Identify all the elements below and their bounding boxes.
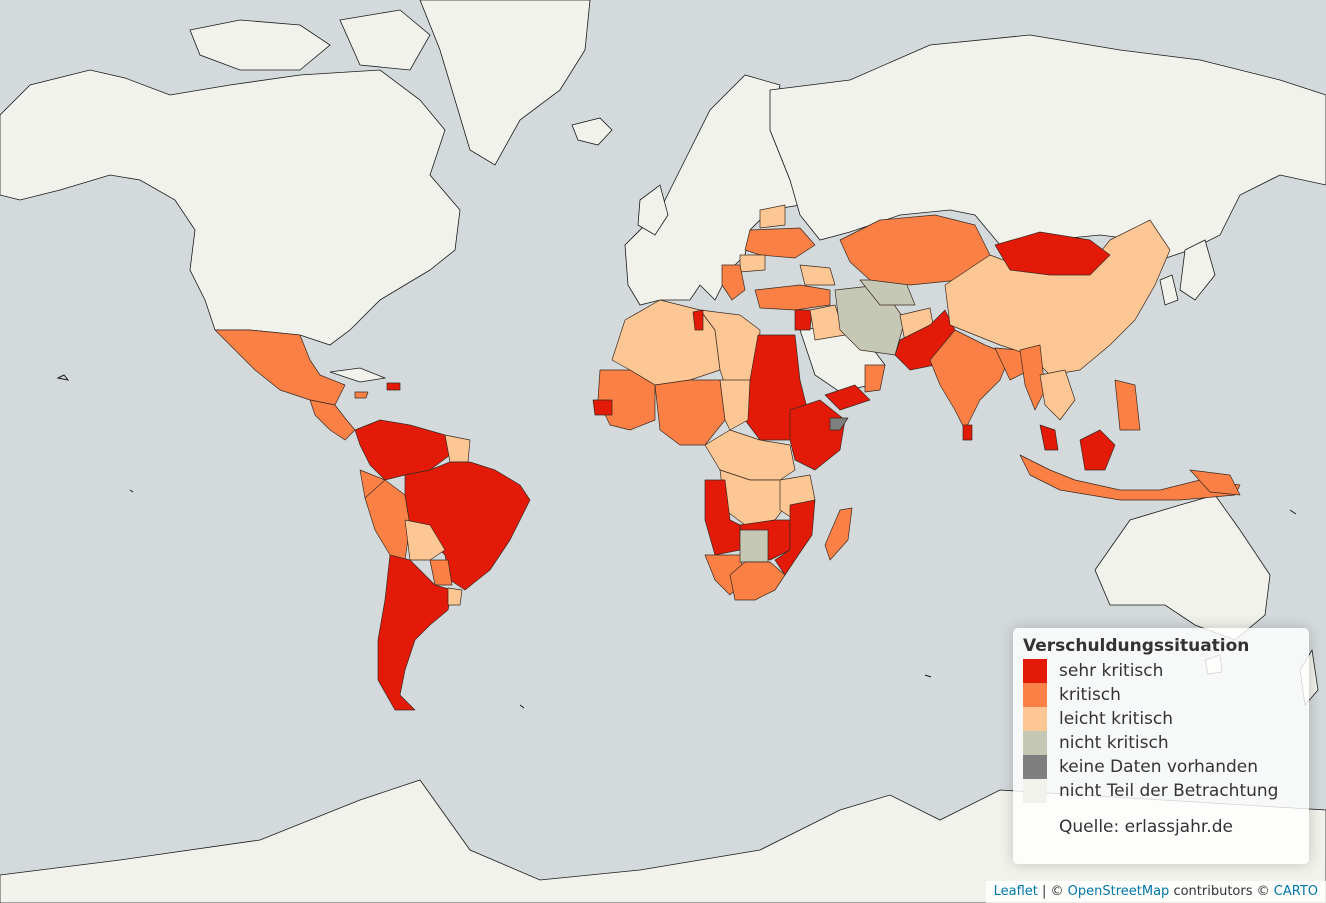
map-attribution: Leaflet | © OpenStreetMap contributors ©… (985, 881, 1326, 903)
malaysia (1039, 424, 1059, 451)
japan (1179, 239, 1216, 301)
legend-label: kritisch (1059, 685, 1121, 705)
paraguay (429, 559, 453, 586)
legend-swatch (1023, 707, 1047, 731)
balkans (721, 264, 746, 301)
legend-label: sehr kritisch (1059, 661, 1164, 681)
indonesia (1019, 454, 1241, 501)
countries-latin-america (214, 329, 531, 711)
north-america (0, 69, 461, 346)
myanmar (1019, 344, 1046, 411)
canada-islands (189, 19, 331, 71)
botswana (739, 529, 769, 563)
legend-label: nicht Teil der Betrachtung (1059, 781, 1279, 801)
ukraine (744, 227, 816, 259)
ethiopia-eritrea (789, 399, 846, 471)
small-islands (56, 374, 1297, 709)
south-africa (729, 561, 786, 601)
carto-link[interactable]: CARTO (1273, 884, 1318, 899)
uruguay (447, 587, 463, 606)
leaflet-link[interactable]: Leaflet (993, 884, 1038, 899)
jamaica (354, 391, 369, 399)
mexico (214, 329, 346, 406)
argentina-chile (377, 554, 453, 711)
tunisia (692, 309, 704, 331)
borneo (1079, 429, 1116, 471)
nigeria-area (654, 379, 726, 446)
legend-item: leicht kritisch (1023, 707, 1299, 731)
australia (1094, 494, 1271, 641)
india (929, 329, 1011, 431)
sri-lanka (962, 424, 973, 441)
central-america (309, 399, 356, 441)
north-africa-west (611, 299, 721, 386)
legend-item: kritisch (1023, 683, 1299, 707)
legend-item: nicht Teil der Betrachtung (1023, 779, 1299, 803)
attribution-separator: | © (1037, 884, 1068, 899)
british-isles (637, 184, 669, 236)
thailand-laos (1039, 369, 1076, 421)
russia (769, 34, 1326, 261)
caucasus (799, 264, 836, 286)
legend-swatch (1023, 659, 1047, 683)
philippines (1114, 379, 1141, 431)
lebanon-syria (794, 309, 813, 331)
legend-swatch (1023, 683, 1047, 707)
mozambique (774, 499, 816, 576)
madagascar (824, 507, 853, 561)
iceland (571, 117, 613, 146)
peru (364, 479, 411, 561)
belarus (759, 204, 786, 229)
countries-africa (592, 299, 853, 601)
countries-eurasia (721, 204, 1241, 501)
somalia (829, 417, 849, 431)
legend-label: nicht kritisch (1059, 733, 1169, 753)
legend-item: nicht kritisch (1023, 731, 1299, 755)
legend-item: sehr kritisch (1023, 659, 1299, 683)
map-legend: Verschuldungssituation sehr kritisch kri… (1013, 628, 1309, 864)
mongolia (994, 231, 1111, 276)
bolivia (404, 519, 446, 561)
oman (864, 364, 886, 393)
guyana-suriname (444, 434, 471, 463)
attribution-contributors: contributors © (1169, 884, 1274, 899)
legend-label: keine Daten vorhanden (1059, 757, 1259, 777)
turkey (754, 284, 831, 311)
legend-source: Quelle: erlassjahr.de (1059, 817, 1233, 837)
chad (719, 379, 751, 431)
legend-item: keine Daten vorhanden (1023, 755, 1299, 779)
legend-swatch (1023, 755, 1047, 779)
yemen-oman (824, 384, 871, 411)
greenland (419, 0, 591, 166)
png (1189, 469, 1241, 496)
legend-title: Verschuldungssituation (1023, 636, 1250, 656)
legend-swatch (1023, 731, 1047, 755)
legend-label: leicht kritisch (1059, 709, 1174, 729)
haiti (386, 382, 401, 391)
senegal-gambia (592, 399, 613, 416)
moldova-romania (739, 254, 766, 273)
openstreetmap-link[interactable]: OpenStreetMap (1067, 884, 1170, 899)
legend-swatch (1023, 779, 1047, 803)
